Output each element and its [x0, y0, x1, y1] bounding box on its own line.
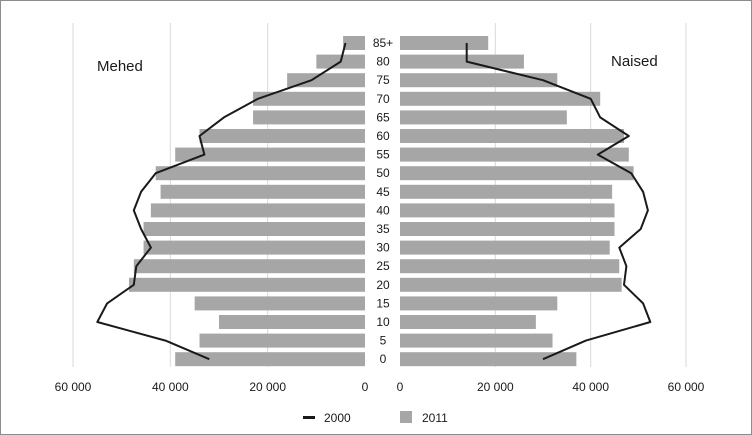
x-tick-female: 60 000: [668, 380, 705, 394]
x-tick-female: 20 000: [477, 380, 514, 394]
bar-male-50: [155, 166, 365, 181]
bar-female-30: [400, 240, 610, 255]
x-tick-male: 60 000: [55, 380, 92, 394]
bar-male-85+: [343, 36, 365, 50]
bar-female-55: [400, 147, 629, 162]
legend-2000-label: 2000: [324, 411, 351, 425]
legend-2011-swatch: [400, 411, 412, 423]
line-female-2000: [465, 43, 652, 361]
bar-male-5: [199, 333, 365, 348]
bar-male-30: [143, 240, 365, 255]
bar-female-25: [400, 259, 620, 274]
x-tick-male: 20 000: [249, 380, 286, 394]
bar-male-20: [128, 277, 365, 292]
bar-male-70: [253, 91, 365, 106]
age-label-45: 45: [376, 185, 390, 199]
age-labels: 0 5 10 15 20 25 30 35 40 45 50 55 60 65 70 75 80 85+: [373, 36, 393, 366]
age-label-80: 80: [376, 55, 390, 69]
age-label-70: 70: [376, 92, 390, 106]
bar-female-75: [400, 73, 558, 88]
age-label-5: 5: [380, 334, 387, 348]
bar-male-35: [143, 222, 365, 236]
bar-female-50: [400, 166, 634, 181]
x-tick-female: 40 000: [572, 380, 609, 394]
female-side-label: Naised: [611, 53, 658, 70]
bar-female-10: [400, 315, 536, 329]
age-label-0: 0: [380, 352, 387, 366]
age-label-65: 65: [376, 110, 390, 124]
bar-male-10: [219, 315, 365, 329]
bar-male-65: [253, 110, 365, 125]
bar-male-25: [133, 259, 365, 274]
bar-female-70: [400, 91, 601, 106]
bar-male-55: [175, 147, 365, 162]
age-label-25: 25: [376, 259, 390, 273]
bar-female-15: [400, 296, 558, 311]
age-label-10: 10: [376, 315, 390, 329]
lines-2000: [96, 42, 652, 361]
bar-female-60: [400, 129, 625, 143]
age-label-60: 60: [376, 129, 390, 143]
bar-female-45: [400, 184, 613, 199]
bar-female-35: [400, 222, 615, 236]
bars-2011: [128, 36, 634, 367]
age-label-30: 30: [376, 241, 390, 255]
x-tick-female: 0: [397, 380, 404, 394]
age-label-40: 40: [376, 203, 390, 217]
bar-male-45: [160, 184, 365, 199]
bar-male-40: [150, 203, 365, 218]
bar-female-0: [400, 352, 577, 367]
line-male-2000: [96, 42, 347, 361]
age-label-85+: 85+: [373, 36, 393, 50]
bar-male-60: [199, 129, 365, 143]
age-label-50: 50: [376, 166, 390, 180]
x-tick-male: 0: [362, 380, 369, 394]
male-side-label: Mehed: [97, 58, 143, 75]
x-axis-ticks: 60 000 40 000 20 000 0 0 20 000 40 000 60 000: [55, 380, 705, 394]
bar-male-0: [175, 352, 365, 367]
bar-male-75: [287, 73, 365, 88]
bar-female-40: [400, 203, 615, 218]
legend-2011-label: 2011: [422, 411, 448, 425]
age-label-15: 15: [376, 296, 390, 310]
legend: 2000 2011: [303, 411, 448, 425]
x-tick-male: 40 000: [152, 380, 189, 394]
bar-female-5: [400, 333, 553, 348]
bar-female-20: [400, 277, 622, 292]
bar-female-80: [400, 54, 524, 69]
age-label-75: 75: [376, 73, 390, 87]
age-label-55: 55: [376, 148, 390, 162]
legend-2000-swatch: [303, 416, 315, 419]
bar-female-65: [400, 110, 567, 125]
bar-male-15: [194, 296, 365, 311]
bar-female-85+: [400, 36, 489, 50]
age-label-20: 20: [376, 278, 390, 292]
age-label-35: 35: [376, 222, 390, 236]
